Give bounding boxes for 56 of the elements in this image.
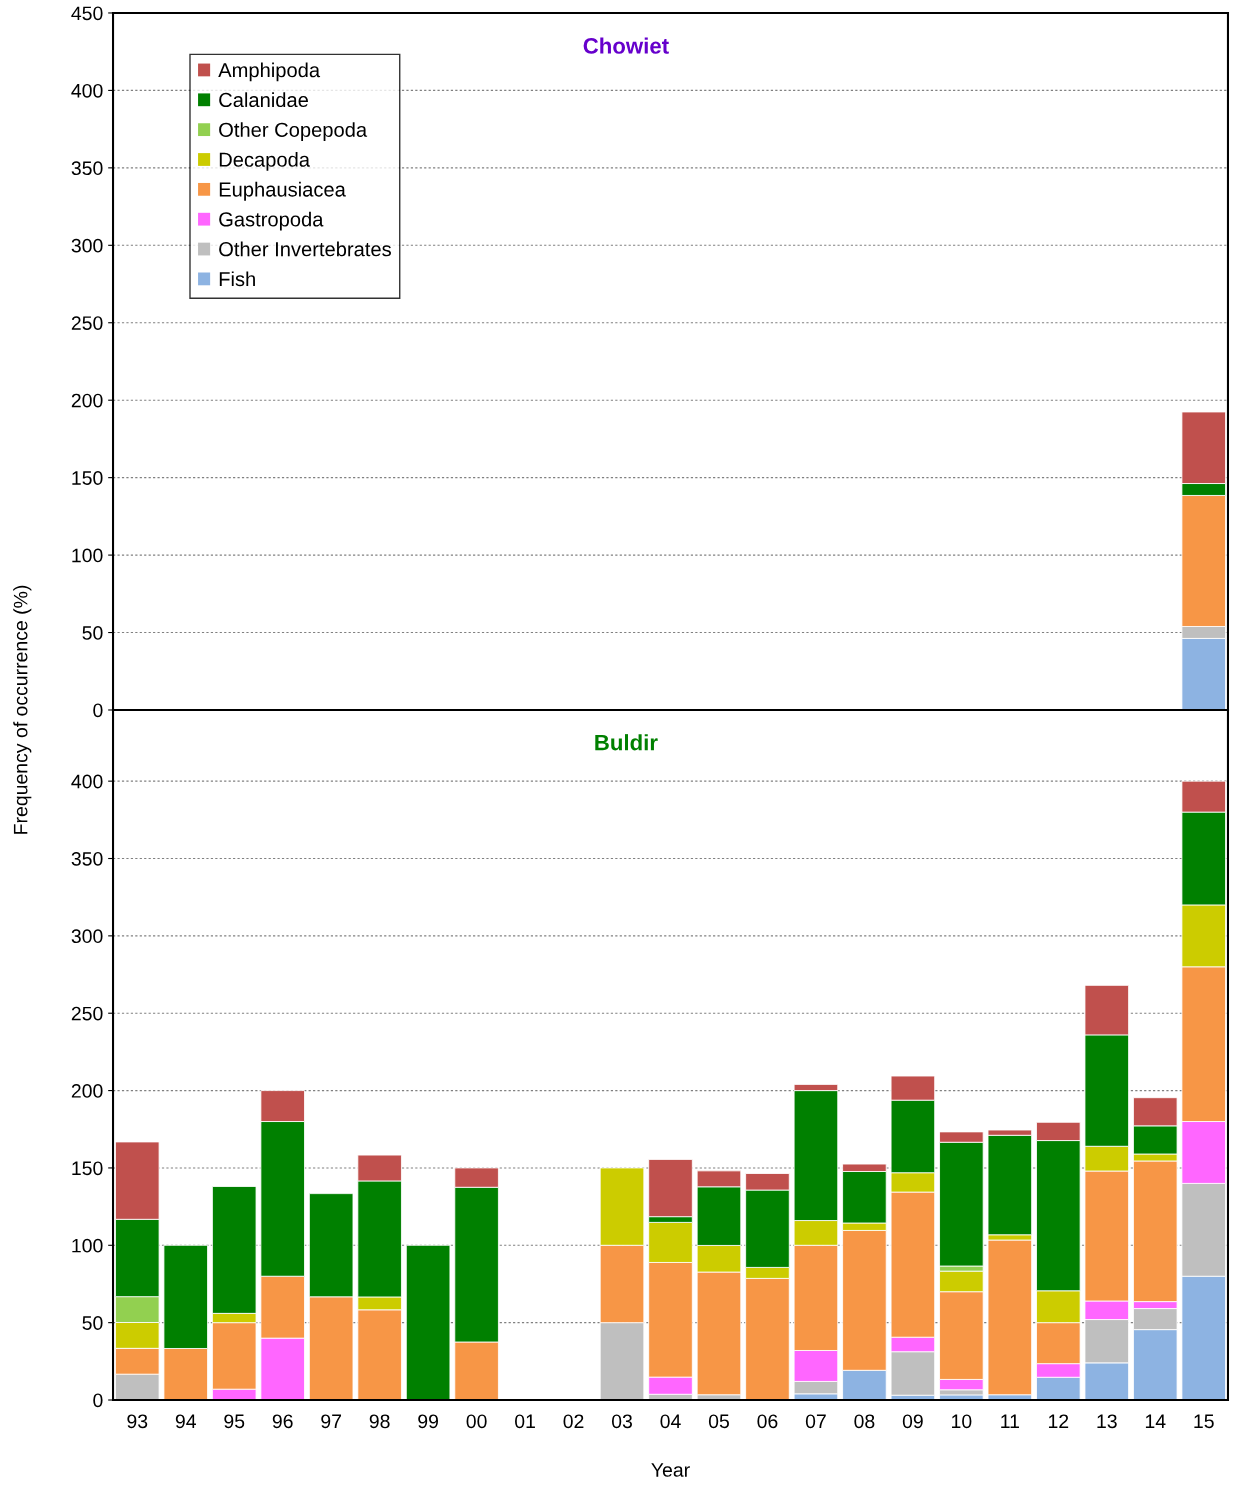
y-tick-label: 300 bbox=[71, 238, 103, 253]
x-tick-label: 11 bbox=[1001, 1414, 1019, 1428]
y-tick-label: 0 bbox=[93, 703, 103, 718]
y-tick-label: 150 bbox=[72, 471, 103, 485]
x-tick-label: 01 bbox=[515, 1414, 535, 1429]
legend-label: Fish bbox=[219, 271, 255, 287]
x-tick-label: 09 bbox=[902, 1414, 923, 1429]
y-tick-label: 0 bbox=[93, 1393, 103, 1408]
y-tick-label: 450 bbox=[71, 6, 103, 21]
x-tick-label: 04 bbox=[660, 1414, 681, 1429]
y-tick-label: 200 bbox=[71, 393, 103, 408]
x-tick-label: 96 bbox=[272, 1414, 293, 1429]
y-axis-title: Frequency of occurrence (%) bbox=[13, 585, 32, 834]
y-tick-label: 150 bbox=[72, 1161, 103, 1176]
y-tick-label: 100 bbox=[72, 1238, 103, 1253]
text: Chowiet bbox=[583, 37, 669, 54]
y-tick-label: 250 bbox=[71, 316, 103, 330]
legend-label: Decapoda bbox=[219, 152, 310, 171]
x-tick-label: 05 bbox=[708, 1414, 729, 1429]
legend-label: Other Copepoda bbox=[219, 122, 368, 141]
y-tick-label: 250 bbox=[71, 1006, 103, 1021]
y-tick-label: 50 bbox=[82, 1316, 103, 1330]
x-tick-label: 93 bbox=[127, 1414, 148, 1429]
y-tick-label: 350 bbox=[71, 161, 103, 176]
y-tick-label: 200 bbox=[71, 1084, 103, 1098]
y-tick-label: 100 bbox=[72, 548, 103, 563]
x-axis-title: Year bbox=[651, 1463, 690, 1477]
legend-label: Amphipoda bbox=[218, 62, 321, 82]
x-tick-label: 02 bbox=[563, 1414, 584, 1429]
x-tick-label: 95 bbox=[224, 1414, 245, 1429]
y-tick-label: 400 bbox=[71, 83, 103, 98]
bar bbox=[405, 1244, 451, 1400]
legend-label: Euphausiacea bbox=[219, 181, 346, 201]
y-tick-label: 300 bbox=[71, 929, 103, 944]
legend-label: Calanidae bbox=[219, 92, 308, 108]
y-tick-label: 400 bbox=[71, 774, 103, 789]
x-tick-label: 97 bbox=[321, 1414, 342, 1429]
x-tick-label: 08 bbox=[854, 1414, 875, 1429]
x-tick-label: 03 bbox=[611, 1414, 632, 1429]
legend-label: Other Invertebrates bbox=[219, 241, 391, 257]
y-tick-label: 350 bbox=[71, 851, 103, 866]
legend-label: Gastropoda bbox=[219, 211, 324, 231]
x-tick-label: 12 bbox=[1048, 1414, 1069, 1428]
x-tick-label: 07 bbox=[805, 1414, 826, 1429]
x-tick-label: 10 bbox=[952, 1414, 972, 1429]
x-tick-label: 00 bbox=[466, 1414, 487, 1429]
x-tick-label: 99 bbox=[418, 1414, 439, 1429]
x-tick-label: 13 bbox=[1097, 1414, 1117, 1429]
x-tick-label: 98 bbox=[369, 1414, 390, 1429]
bar bbox=[987, 1239, 1033, 1396]
x-tick-label: 94 bbox=[175, 1414, 196, 1429]
x-tick-label: 06 bbox=[757, 1414, 778, 1429]
y-tick-label: 50 bbox=[82, 626, 103, 640]
x-tick-label: 14 bbox=[1145, 1414, 1166, 1428]
x-tick-label: 15 bbox=[1194, 1414, 1214, 1429]
text: Buldir bbox=[595, 734, 658, 751]
